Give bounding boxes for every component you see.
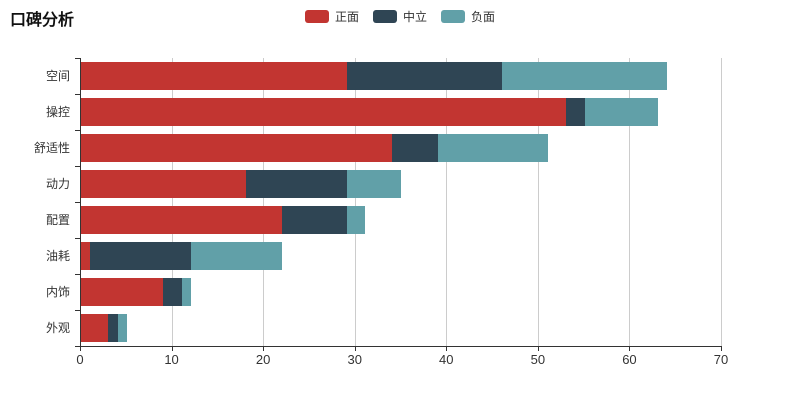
y-axis-category-label: 配置 (45, 213, 70, 227)
y-axis-category-label: 动力 (45, 177, 70, 191)
bar-segment-negative[interactable] (584, 98, 658, 126)
bar-row-0 (81, 62, 668, 90)
y-axis-category-label: 空间 (45, 69, 70, 83)
chart-title: 口碑分析 (10, 12, 75, 29)
gridline (446, 58, 448, 346)
x-axis-tick (354, 346, 356, 351)
bar-row-1 (81, 98, 658, 126)
bar-segment-negative[interactable] (117, 314, 127, 342)
bar-segment-negative[interactable] (346, 206, 365, 234)
y-axis-tick (75, 58, 81, 59)
x-axis-tick (80, 346, 81, 351)
bar-segment-neutral[interactable] (392, 134, 439, 162)
bar-segment-negative[interactable] (438, 134, 548, 162)
bar-segment-neutral[interactable] (346, 62, 503, 90)
bar-row-4 (81, 206, 365, 234)
bar-segment-neutral[interactable] (566, 98, 585, 126)
y-axis-tick (75, 310, 81, 311)
legend-marker-icon (372, 10, 397, 23)
y-axis-tick (75, 274, 81, 275)
bar-segment-positive[interactable] (81, 62, 347, 90)
x-axis-tick-label: 50 (530, 352, 546, 367)
legend-item-1[interactable]: 中立 (372, 8, 427, 25)
bar-row-6 (81, 278, 191, 306)
bar-segment-negative[interactable] (346, 170, 402, 198)
legend: 正面 中立 负面 (0, 8, 800, 25)
legend-item-2[interactable]: 负面 (441, 8, 495, 25)
legend-label: 中立 (402, 10, 427, 24)
x-axis-tick-label: 20 (255, 352, 271, 367)
gridline (537, 58, 539, 346)
bar-segment-negative[interactable] (502, 62, 668, 90)
x-axis-tick (537, 346, 539, 351)
bar-row-5 (81, 242, 283, 270)
y-axis-category-label: 舒适性 (33, 141, 70, 155)
x-axis-tick (263, 346, 265, 351)
x-axis-tick-label: 0 (76, 352, 84, 367)
y-axis-category-label: 操控 (45, 105, 70, 119)
x-axis-tick-label: 10 (164, 352, 179, 367)
bar-row-3 (81, 170, 402, 198)
bar-segment-neutral[interactable] (245, 170, 347, 198)
y-axis-tick (75, 238, 81, 239)
bar-segment-negative[interactable] (181, 278, 191, 306)
x-axis-tick (446, 346, 448, 351)
x-axis-tick (171, 346, 173, 351)
legend-item-0[interactable]: 正面 (304, 8, 359, 25)
legend-label: 负面 (471, 10, 496, 24)
legend-label: 正面 (334, 10, 359, 24)
bar-segment-positive[interactable] (81, 134, 393, 162)
bar-segment-positive[interactable] (81, 278, 164, 306)
bar-segment-neutral[interactable] (282, 206, 347, 234)
x-axis-tick-label: 60 (622, 352, 637, 367)
y-axis-tick (75, 130, 81, 131)
legend-marker-icon (441, 10, 465, 23)
y-axis-category-label: 油耗 (45, 249, 70, 263)
y-axis-category-label: 外观 (45, 321, 70, 335)
x-axis-tick-label: 70 (713, 352, 729, 367)
bar-segment-positive[interactable] (81, 170, 246, 198)
bar-row-7 (81, 314, 127, 342)
x-axis-tick-label: 30 (347, 352, 362, 367)
x-axis-tick (721, 346, 722, 351)
gridline (629, 58, 631, 346)
bar-segment-positive[interactable] (81, 206, 283, 234)
bar-segment-negative[interactable] (190, 242, 283, 270)
gridline (721, 58, 722, 346)
gridline (354, 58, 356, 346)
y-axis-category-label: 内饰 (45, 285, 70, 299)
bar-segment-positive[interactable] (81, 314, 109, 342)
y-axis-tick (75, 346, 81, 347)
bar-segment-positive[interactable] (81, 98, 567, 126)
bar-segment-positive[interactable] (81, 242, 91, 270)
gridline (263, 58, 265, 346)
legend-marker-icon (304, 10, 329, 23)
y-axis-tick (75, 166, 81, 167)
bar-segment-neutral[interactable] (108, 314, 118, 342)
bar-segment-neutral[interactable] (90, 242, 191, 270)
x-axis-tick (629, 346, 631, 351)
y-axis-tick (75, 202, 81, 203)
gridline (171, 58, 173, 346)
y-axis-tick (75, 94, 81, 95)
x-axis-tick-label: 40 (439, 352, 454, 367)
bar-segment-neutral[interactable] (163, 278, 182, 306)
bar-row-2 (81, 134, 548, 162)
plot-area (75, 58, 722, 351)
